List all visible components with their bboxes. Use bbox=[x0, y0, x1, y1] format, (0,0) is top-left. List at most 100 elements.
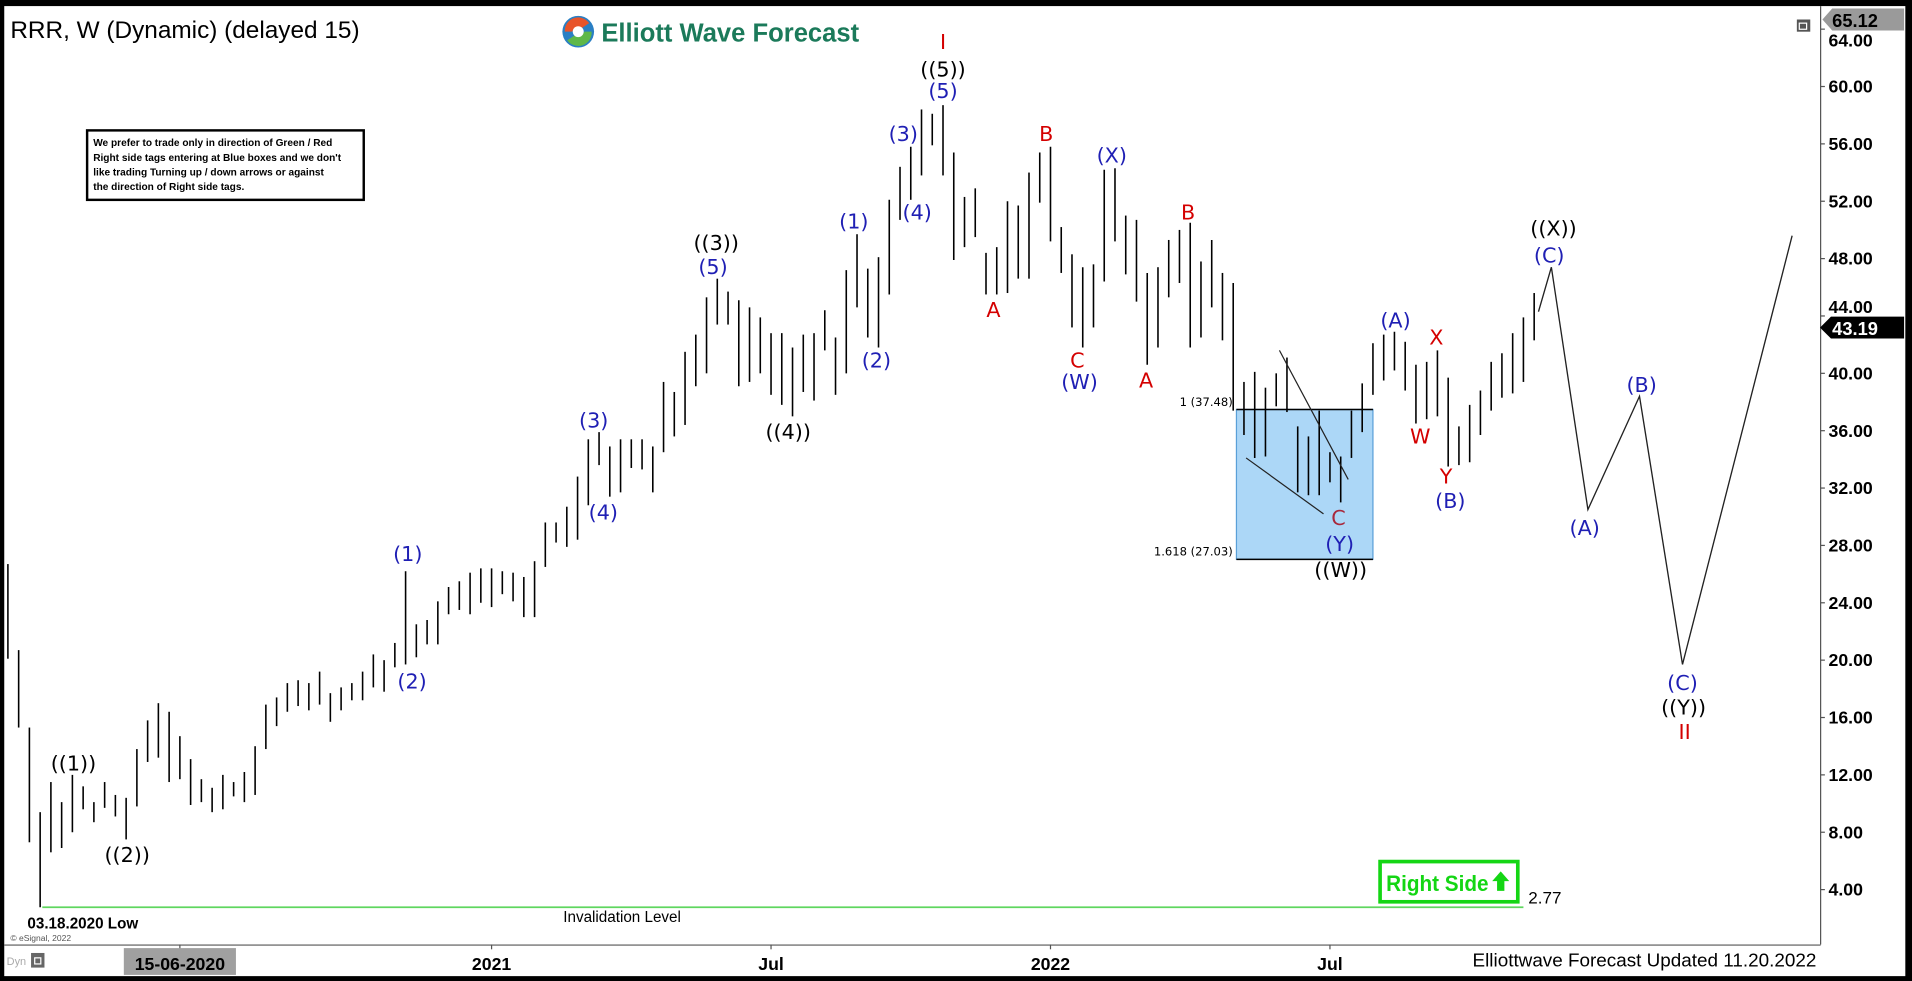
price-tick-label: 28.00 bbox=[1829, 536, 1873, 556]
price-tick-label: 52.00 bbox=[1829, 191, 1873, 211]
price-tick-label: 64.00 bbox=[1829, 30, 1873, 50]
wave-label: I bbox=[940, 30, 946, 54]
wave-label: (C) bbox=[1534, 244, 1565, 268]
price-tick-label: 56.00 bbox=[1829, 134, 1873, 154]
price-bars bbox=[7, 105, 1535, 908]
wave-label: (3) bbox=[579, 409, 608, 433]
price-tick-label: 48.00 bbox=[1829, 249, 1873, 269]
right-side-label: Right Side bbox=[1386, 871, 1488, 896]
chart-title: RRR, W (Dynamic) (delayed 15) bbox=[10, 17, 359, 44]
wave-lines bbox=[1245, 235, 1793, 665]
wave-label: (A) bbox=[1570, 516, 1600, 540]
invalidation-value: 2.77 bbox=[1528, 889, 1561, 908]
price-tick-label: 16.00 bbox=[1829, 708, 1873, 728]
wave-label: A bbox=[986, 298, 1000, 322]
disclaimer-line: Right side tags entering at Blue boxes a… bbox=[93, 153, 342, 164]
wave-label: ((5)) bbox=[920, 57, 965, 81]
lock-button[interactable] bbox=[31, 952, 45, 968]
time-tick-label: Jul bbox=[1317, 954, 1343, 974]
wave-label: B bbox=[1039, 122, 1053, 146]
price-tick-label: 60.00 bbox=[1829, 77, 1873, 97]
wave-label: ((Y)) bbox=[1661, 695, 1706, 719]
wave-label: (1) bbox=[839, 209, 868, 233]
updated-note: Elliottwave Forecast Updated 11.20.2022 bbox=[1473, 950, 1817, 971]
price-tick-label: 8.00 bbox=[1829, 822, 1864, 842]
logo-swirl-icon bbox=[562, 15, 595, 48]
last-price-tag: 43.19 bbox=[1820, 316, 1905, 339]
triangle-trendline bbox=[1245, 457, 1324, 515]
right-side-tag: Right Side bbox=[1378, 859, 1520, 904]
wave-label: (4) bbox=[903, 201, 932, 225]
time-tick-label: 2022 bbox=[1031, 954, 1070, 974]
triangle-trendline bbox=[1278, 350, 1349, 480]
wave-label: A bbox=[1139, 369, 1153, 393]
fib-lower-label: 1.618 (27.03) bbox=[1154, 545, 1233, 559]
price-tick-label: 40.00 bbox=[1829, 363, 1873, 383]
time-tick-label: 15-06-2020 bbox=[135, 954, 225, 974]
time-tick-label: 2021 bbox=[472, 954, 511, 974]
time-tick-label: Jul bbox=[758, 954, 784, 974]
disclaimer-line: like trading Turning up / down arrows or… bbox=[93, 167, 324, 178]
disclaimer-line: the direction of Right side tags. bbox=[93, 182, 244, 193]
fib-box-layer: 1 (37.48) 1.618 (27.03) bbox=[1154, 395, 1374, 561]
last-price-value: 43.19 bbox=[1832, 318, 1878, 339]
price-tick-label: 4.00 bbox=[1829, 880, 1864, 900]
fib-blue-box bbox=[1235, 408, 1374, 560]
wave-label: W bbox=[1410, 424, 1430, 448]
wave-label: (Y) bbox=[1325, 532, 1354, 556]
wave-label: (5) bbox=[928, 79, 957, 103]
lock-icon bbox=[34, 957, 42, 965]
price-tick-label: 32.00 bbox=[1829, 478, 1873, 498]
wave-label: (W) bbox=[1061, 370, 1098, 394]
wave-label: (2) bbox=[862, 348, 891, 372]
price-tick-label: 20.00 bbox=[1829, 650, 1873, 670]
wave-label: ((X)) bbox=[1530, 216, 1576, 240]
dyn-label: Dyn bbox=[7, 956, 26, 968]
wave-label: Y bbox=[1439, 465, 1453, 489]
logo-text: Elliott Wave Forecast bbox=[601, 19, 859, 47]
disclaimer-line: We prefer to trade only in direction of … bbox=[93, 138, 332, 149]
wave-label: ((3)) bbox=[693, 231, 738, 255]
price-tick-label: 12.00 bbox=[1829, 765, 1873, 785]
time-axis[interactable]: 15-06-2020 2021 Jul 2022 Jul bbox=[123, 944, 1343, 975]
wave-label: (1) bbox=[393, 542, 422, 566]
projection-path bbox=[1537, 235, 1793, 665]
arrow-up-icon bbox=[1492, 871, 1510, 891]
restore-window-button[interactable] bbox=[1796, 19, 1811, 32]
restore-icon bbox=[1798, 22, 1808, 30]
wave-label: C bbox=[1070, 348, 1084, 372]
price-axis[interactable]: 4.00 8.00 12.00 16.00 20.00 24.00 28.00 32.00 36… bbox=[1820, 28, 1873, 900]
wave-label: (C) bbox=[1667, 671, 1698, 695]
wave-label: (3) bbox=[889, 122, 918, 146]
price-tick-label: 24.00 bbox=[1829, 593, 1873, 613]
elliott-wave-forecast-logo: Elliott Wave Forecast bbox=[562, 15, 860, 48]
wave-label: ((W)) bbox=[1314, 558, 1367, 582]
invalidation-label: Invalidation Level bbox=[563, 909, 681, 926]
invalidation-group: Invalidation Level 2.77 bbox=[42, 889, 1561, 926]
wave-label: (B) bbox=[1626, 373, 1656, 397]
price-tick-label: 36.00 bbox=[1829, 421, 1873, 441]
wave-labels: I((5))(5)(3)(4)(1)(2)((3))(5)((4))(3)(4)… bbox=[51, 30, 1706, 867]
wave-label: (B) bbox=[1435, 489, 1465, 513]
copyright: © eSignal, 2022 bbox=[10, 933, 71, 943]
high-price-value: 65.12 bbox=[1832, 10, 1878, 31]
wave-label: II bbox=[1679, 720, 1691, 744]
high-price-tag: 65.12 bbox=[1822, 8, 1905, 31]
wave-label: (A) bbox=[1380, 308, 1410, 332]
price-tick-label: 44.00 bbox=[1829, 297, 1873, 317]
wave-label: (5) bbox=[698, 255, 727, 279]
wave-label: (4) bbox=[589, 500, 618, 524]
wave-label: B bbox=[1181, 201, 1195, 225]
fib-upper-label: 1 (37.48) bbox=[1180, 395, 1233, 409]
wave-label: C bbox=[1331, 506, 1345, 530]
wave-label: ((4)) bbox=[765, 420, 810, 444]
wave-label: (X) bbox=[1097, 143, 1127, 167]
wave-label: ((1)) bbox=[51, 751, 96, 775]
low-note: 03.18.2020 Low bbox=[27, 916, 138, 933]
disclaimer-box: We prefer to trade only in direction of … bbox=[85, 129, 365, 202]
wave-label: ((2)) bbox=[104, 843, 149, 867]
wave-label: (2) bbox=[397, 670, 426, 694]
wave-label: X bbox=[1429, 325, 1443, 349]
time-crosshair-highlight bbox=[123, 948, 236, 975]
